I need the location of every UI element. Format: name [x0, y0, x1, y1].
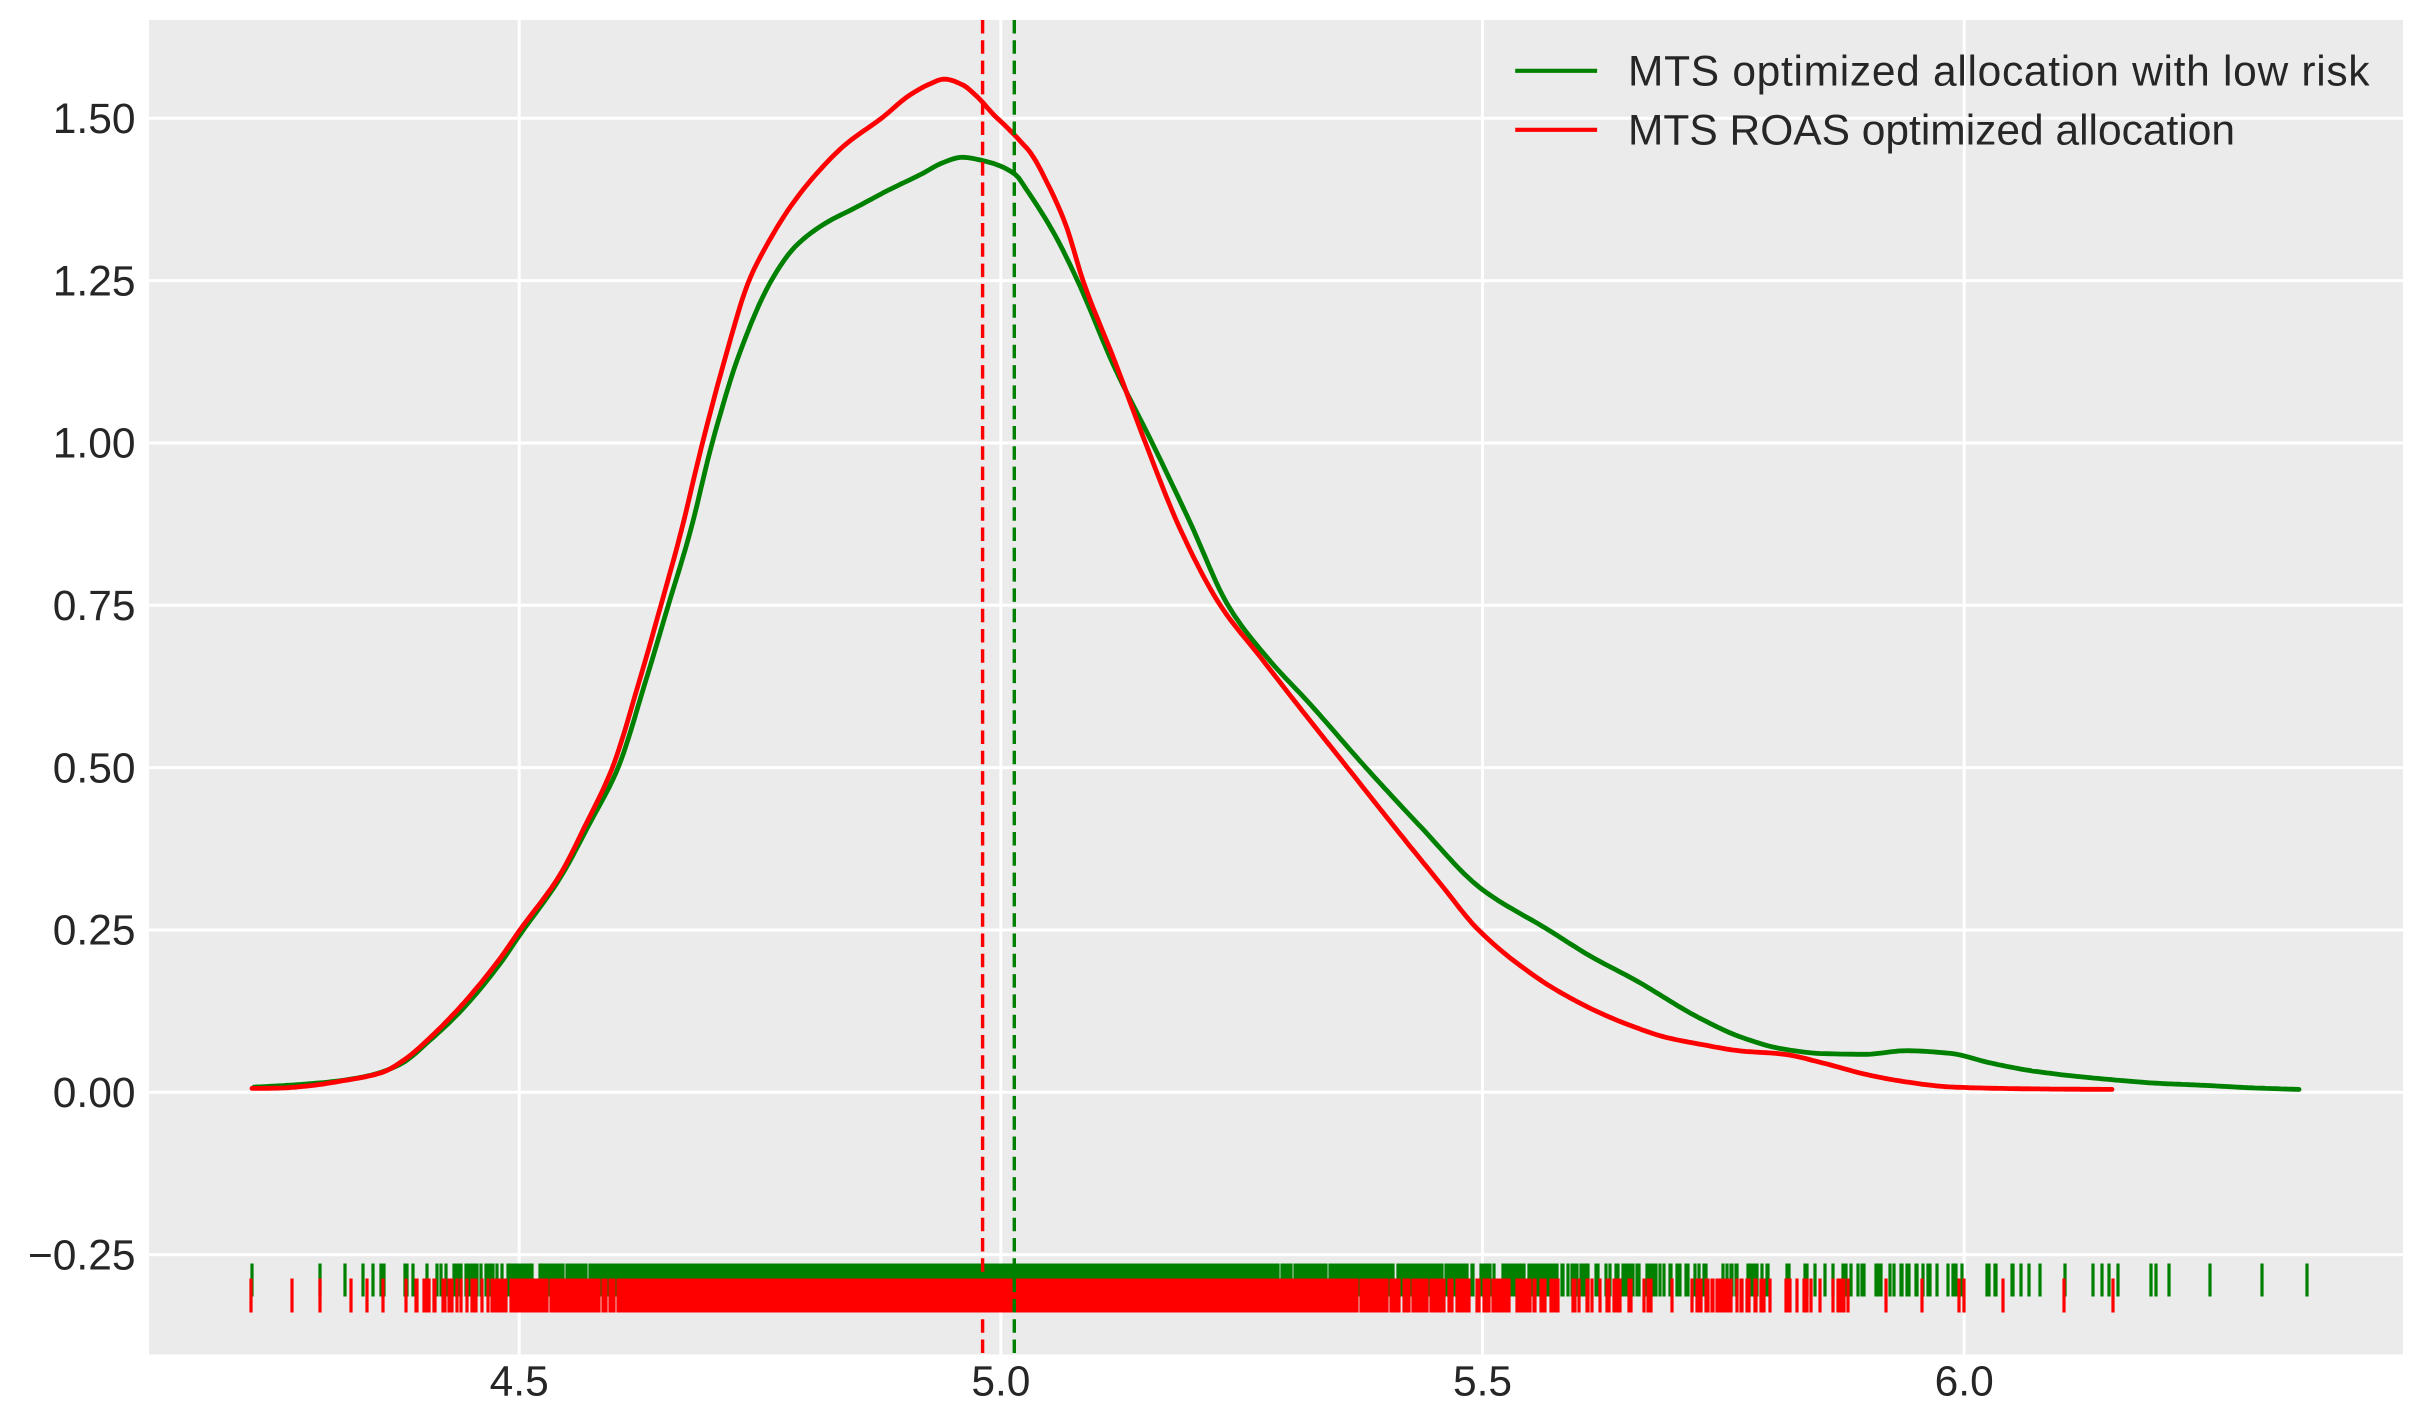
svg-text:MTS ROAS optimized allocation: MTS ROAS optimized allocation — [1628, 107, 2235, 154]
svg-text:1.25: 1.25 — [53, 258, 136, 305]
svg-text:0.75: 0.75 — [53, 583, 136, 630]
svg-text:5.0: 5.0 — [971, 1359, 1030, 1406]
svg-text:−0.25: −0.25 — [28, 1232, 136, 1279]
svg-text:0.50: 0.50 — [53, 745, 136, 792]
svg-text:0.00: 0.00 — [53, 1070, 136, 1117]
svg-text:6.0: 6.0 — [1935, 1359, 1994, 1406]
svg-text:0.25: 0.25 — [53, 908, 136, 955]
svg-text:4.5: 4.5 — [490, 1359, 549, 1406]
svg-text:MTS optimized allocation with: MTS optimized allocation with low risk — [1628, 48, 2370, 95]
svg-text:1.00: 1.00 — [53, 421, 136, 468]
svg-text:1.50: 1.50 — [53, 96, 136, 143]
svg-text:5.5: 5.5 — [1453, 1359, 1512, 1406]
